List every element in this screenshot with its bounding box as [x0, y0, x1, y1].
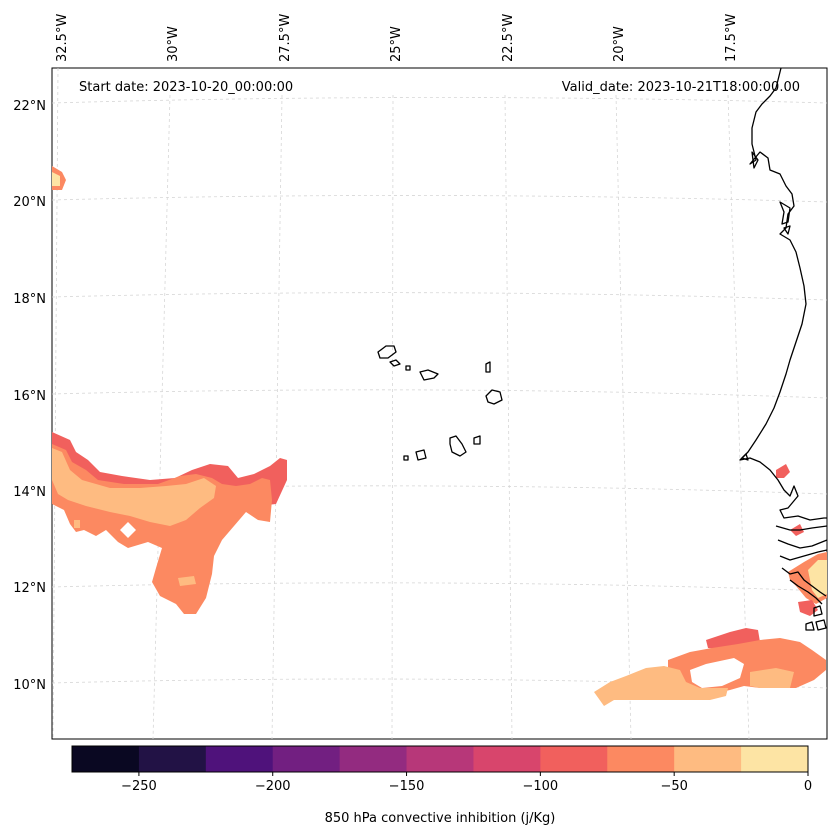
cin-region-nw-inner [52, 172, 60, 186]
parallel-22n [51, 97, 828, 104]
colorbar-frame [71, 745, 809, 773]
lon-label-30w: 30°W [166, 26, 181, 62]
longitude-labels: 32.5°W 30°W 27.5°W 25°W 22.5°W 20°W 17.5… [55, 14, 739, 62]
colorbar-tick-label: −100 [523, 779, 559, 794]
latitude-labels: 22°N 20°N 18°N 16°N 14°N 12°N 10°N [13, 99, 46, 693]
colorbar-title: 850 hPa convective inhibition (j/Kg) [325, 811, 556, 826]
colorbar-tick-label: −200 [255, 779, 291, 794]
start-date-label: Start date: 2023-10-20_00:00:00 [79, 80, 293, 95]
cin-region-se-hole [690, 658, 744, 688]
lat-label-22n: 22°N [13, 99, 46, 114]
meridian-22-5w [504, 94, 513, 740]
colorbar-tick-label: −50 [660, 779, 687, 794]
coast-guinea-bissau [781, 567, 827, 605]
colorbar-segment [339, 746, 408, 772]
map-frame [51, 67, 828, 740]
lon-label-20w: 20°W [612, 26, 627, 62]
cin-region-east-red-3 [798, 600, 818, 616]
island-boa-vista [485, 389, 503, 405]
lat-label-18n: 18°N [13, 292, 46, 307]
colorbar-segment [72, 746, 140, 772]
island-santo-antao [377, 345, 397, 359]
valid-date-label: Valid_date: 2023-10-21T18:00:00.00 [562, 80, 800, 95]
island-sao-nicolau [419, 369, 439, 381]
colorbar-segment [138, 746, 207, 772]
meridian-30w [152, 94, 171, 740]
meridian-25w [391, 94, 394, 740]
cin-region-west-dot [74, 520, 80, 528]
cin-contours [52, 166, 827, 706]
coast-bijagos [805, 605, 827, 631]
island-sal [485, 361, 491, 373]
colorbar-tick-label: 0 [804, 779, 812, 794]
coastlines [377, 67, 828, 631]
lon-label-25w: 25°W [389, 26, 404, 62]
lon-label-22-5w: 22.5°W [501, 14, 516, 62]
colorbar: −250 −200 −150 −100 −50 0 [72, 746, 812, 794]
cin-region-se-light [594, 666, 728, 706]
colorbar-segment [540, 746, 608, 772]
parallel-20n [51, 195, 828, 203]
parallel-18n [51, 292, 828, 301]
lat-label-12n: 12°N [13, 581, 46, 596]
colorbar-tick-label: −250 [121, 779, 157, 794]
lon-label-32-5w: 32.5°W [55, 14, 70, 62]
colorbar-segment [741, 746, 809, 772]
island-maio [473, 435, 481, 445]
island-sao-vicente [389, 359, 401, 367]
coast-senegal-north-inlet [751, 151, 759, 169]
coast-west-africa [739, 67, 827, 521]
cin-region-east-light [808, 560, 827, 598]
parallel-10n [51, 678, 828, 689]
lon-label-17-5w: 17.5°W [724, 14, 739, 62]
lat-label-16n: 16°N [13, 389, 46, 404]
meridian-32-5w [52, 67, 59, 740]
island-santa-luzia [405, 365, 411, 371]
coast-bay-islet [779, 201, 791, 235]
lat-label-10n: 10°N [13, 678, 46, 693]
cin-region-se-light-2 [750, 668, 794, 688]
colorbar-segment [205, 746, 274, 772]
cin-region-west-light [52, 448, 216, 526]
island-fogo [415, 449, 427, 461]
colorbar-segment [406, 746, 474, 772]
lat-label-20n: 20°N [13, 195, 46, 210]
colorbar-segment [473, 746, 541, 772]
meridian-20w [615, 94, 632, 740]
cin-region-west-hole-2 [178, 576, 196, 586]
lon-label-27-5w: 27.5°W [278, 14, 293, 62]
coast-dakar [741, 453, 749, 461]
island-brava [403, 455, 409, 461]
island-santiago [449, 435, 467, 457]
lat-label-14n: 14°N [13, 485, 46, 500]
cin-region-west-orange [52, 444, 272, 614]
cin-region-west-hole-1 [120, 522, 136, 538]
colorbar-tick-label: −150 [389, 779, 425, 794]
cin-region-east-red-1 [776, 464, 790, 478]
colorbar-segment [674, 746, 742, 772]
colorbar-segment [272, 746, 341, 772]
meridian-27-5w [271, 94, 283, 740]
coast-gambia-casamance [775, 525, 828, 561]
parallel-16n [51, 389, 828, 399]
colorbar-segment [607, 746, 675, 772]
